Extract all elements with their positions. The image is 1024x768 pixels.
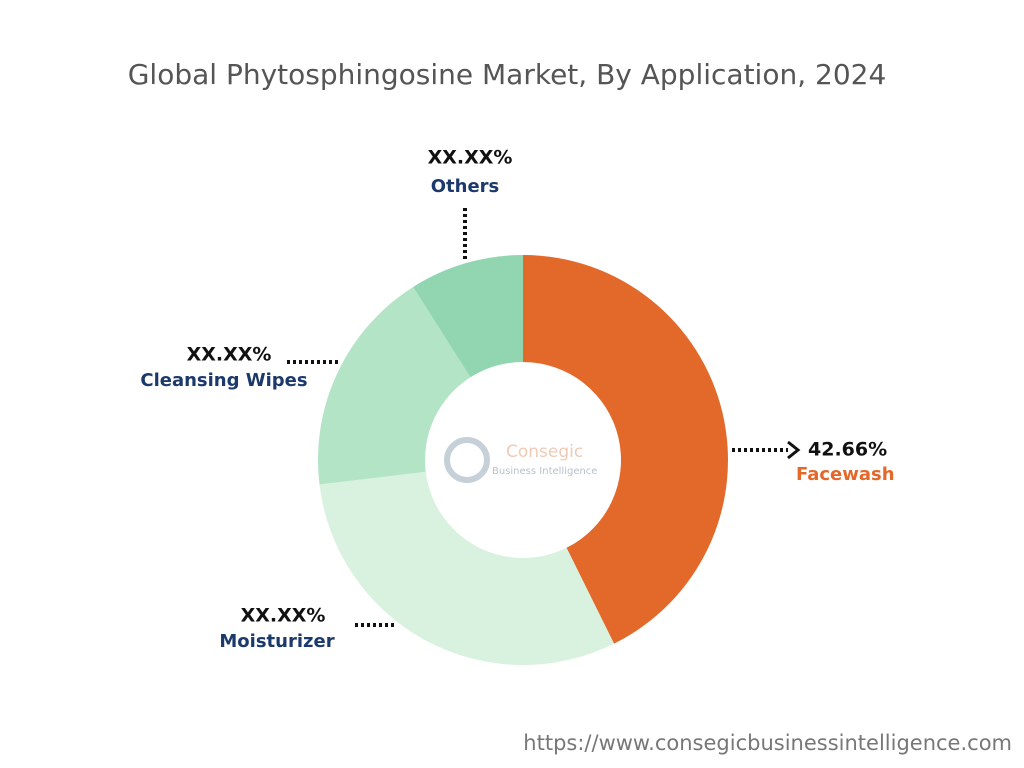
arrow-head xyxy=(787,440,801,460)
logo-mark xyxy=(444,437,490,483)
donut-slice xyxy=(413,255,523,378)
value-label: 42.66% xyxy=(808,439,887,461)
donut-slice xyxy=(523,255,729,644)
value-label: XX.XX% xyxy=(187,344,272,366)
source-url: https://www.consegicbusinessintelligence… xyxy=(523,731,1012,755)
donut-slice xyxy=(319,471,615,665)
value-label: XX.XX% xyxy=(428,147,513,169)
watermark-name: Consegic xyxy=(506,442,583,462)
donut-slice xyxy=(317,286,471,485)
legend-label: Facewash xyxy=(796,464,895,485)
value-label: XX.XX% xyxy=(241,605,326,627)
watermark: Consegic Business Intelligence xyxy=(444,437,597,483)
legend-label: Others xyxy=(431,176,500,197)
legend-label: Cleansing Wipes xyxy=(140,370,307,391)
watermark-subtitle: Business Intelligence xyxy=(492,466,597,477)
legend-label: Moisturizer xyxy=(219,631,334,652)
chart-title: Global Phytosphingosine Market, By Appli… xyxy=(128,58,887,91)
